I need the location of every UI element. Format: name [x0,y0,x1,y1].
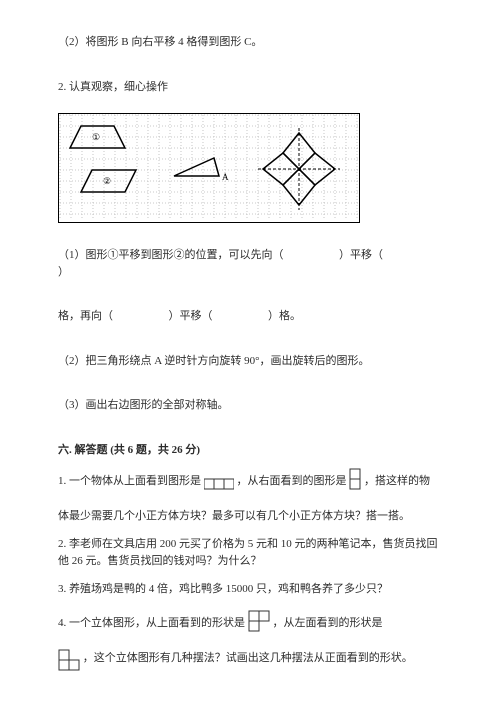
text: ，这个立体图形有几种摆法？试画出这几种摆法从正面看到的形状。 [83,652,413,664]
problem-4-line1: 4. 一个立体图形，从上面看到的形状是 ，从左面看到的形状是 [58,610,442,638]
text: ）平移（ [169,310,213,322]
grid [60,115,359,220]
text: 2. 认真观察，细心操作 [58,81,168,93]
text: 4. 一个立体图形，从上面看到的形状是 [58,617,245,629]
shape-top-3wide-icon [204,478,234,496]
problem-1-line1: 1. 一个物体从上面看到图形是 ，从右面看到的图形是 ，搭这样的物 [58,468,442,496]
text: （3）画出右边图形的全部对称轴。 [58,399,229,411]
text: ，从右面看到的图形是 [237,475,347,487]
text: （2）将图形 B 向右平移 4 格得到图形 C。 [58,36,262,48]
text: ） [58,266,69,278]
flower-shape [258,128,340,210]
text: ，搭这样的物 [364,475,430,487]
text: ，从左面看到的形状是 [273,617,383,629]
shape-top-2x2notch-icon [248,610,270,638]
problem-2-line2: 他 26 元。售货员找回的钱对吗？为什么？ [58,553,442,570]
figure-grid-box: ① ② A [58,113,360,223]
text: 3. 养殖场鸡是鸭的 4 倍，鸡比鸭多 15000 只，鸡和鸭各养了多少只？ [58,583,388,595]
triangle-label-A: A [222,172,229,182]
q2-part2: （2）把三角形绕点 A 逆时针方向旋转 90°，画出旋转后的图形。 [58,353,442,370]
text: 2. 李老师在文具店用 200 元买了价格为 5 元和 10 元的两种笔记本，售… [58,538,438,550]
q2-part3: （3）画出右边图形的全部对称轴。 [58,397,442,414]
text: 体最少需要几个小正方体方块？最多可以有几个小正方体方块？搭一搭。 [58,510,410,522]
text: 格，再向（ [58,310,113,322]
q2-header: 2. 认真观察，细心操作 [58,79,442,96]
problem-4-line2: ，这个立体图形有几种摆法？试画出这几种摆法从正面看到的形状。 [58,649,442,677]
text: （1）图形①平移到图形②的位置，可以先向（ [58,249,284,261]
shape-left-L-icon [58,649,80,677]
trapezoid-2-label: ② [103,176,111,186]
q2-part1-line1: （1）图形①平移到图形②的位置，可以先向（ ）平移（ ） [58,247,442,280]
figure-svg: ① ② A [59,114,359,222]
text: （2）把三角形绕点 A 逆时针方向旋转 90°，画出旋转后的图形。 [58,355,369,367]
text: ）平移（ [339,249,383,261]
section-6-title: 六. 解答题 (共 6 题，共 26 分) [58,442,442,459]
shape-right-2stack-icon [349,468,361,496]
text: 1. 一个物体从上面看到图形是 [58,475,201,487]
item-q2b: （2）将图形 B 向右平移 4 格得到图形 C。 [58,34,442,51]
q2-part1-line2: 格，再向（ ）平移（ ）格。 [58,308,442,325]
problem-3: 3. 养殖场鸡是鸭的 4 倍，鸡比鸭多 15000 只，鸡和鸭各养了多少只？ [58,581,442,598]
trapezoid-1-label: ① [92,132,100,142]
text: ）格。 [268,310,301,322]
problem-1-line2: 体最少需要几个小正方体方块？最多可以有几个小正方体方块？搭一搭。 [58,508,442,525]
text: 六. 解答题 (共 6 题，共 26 分) [58,444,200,456]
problem-2-line1: 2. 李老师在文具店用 200 元买了价格为 5 元和 10 元的两种笔记本，售… [58,536,442,553]
text: 他 26 元。售货员找回的钱对吗？为什么？ [58,555,262,567]
